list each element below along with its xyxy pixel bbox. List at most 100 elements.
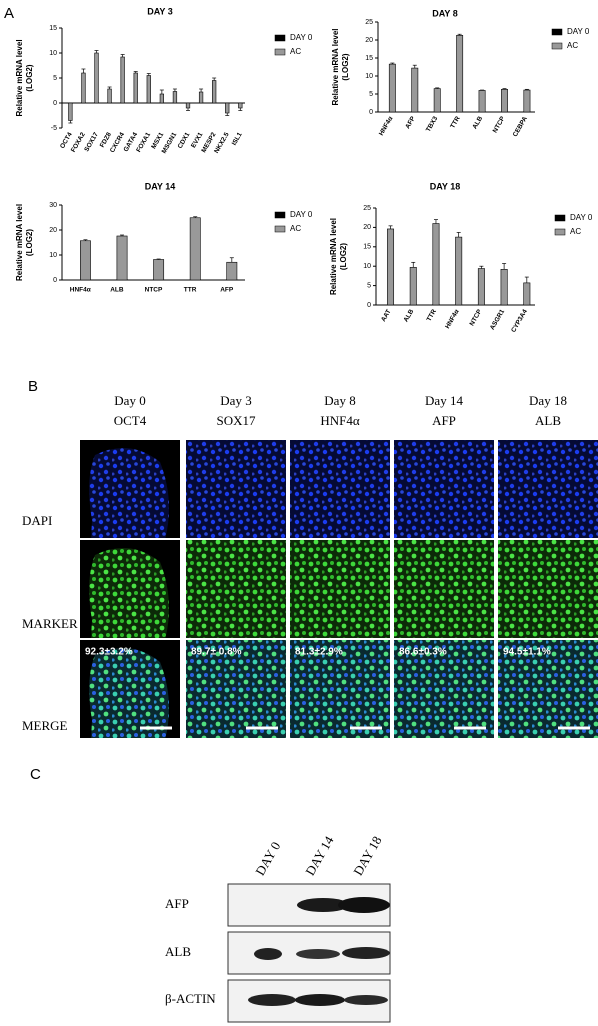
y-tick-label: 0 xyxy=(53,277,57,284)
x-tick-label: HNF4α xyxy=(378,115,395,137)
micrograph-colony xyxy=(89,447,169,538)
legend-swatch xyxy=(274,48,286,56)
row-label: MERGE xyxy=(22,718,68,733)
x-tick-label: AFP xyxy=(220,287,234,294)
y-axis-label: (LOG2) xyxy=(25,229,34,256)
blot-band xyxy=(248,994,296,1006)
y-tick-label: 10 xyxy=(363,263,371,270)
bar xyxy=(68,102,73,121)
micrograph xyxy=(498,640,598,738)
bar xyxy=(146,75,151,104)
x-tick-label: ALB xyxy=(403,308,416,323)
y-tick-label: 5 xyxy=(367,282,371,289)
bar xyxy=(500,269,508,306)
y-tick-label: 20 xyxy=(49,227,57,234)
bar xyxy=(477,268,485,306)
micrograph xyxy=(290,640,390,738)
micrograph xyxy=(290,540,390,638)
legend-swatch xyxy=(551,42,563,50)
micrograph xyxy=(89,547,169,638)
y-axis-label: Relative mRNA level xyxy=(331,28,340,105)
x-tick-label: CDX1 xyxy=(177,131,192,150)
column-day: Day 14 xyxy=(425,393,463,408)
x-tick-label: TBX3 xyxy=(425,115,440,133)
bar xyxy=(478,90,486,113)
y-tick-label: 5 xyxy=(369,91,373,98)
western-blot xyxy=(227,883,391,1023)
y-axis-label: (LOG2) xyxy=(25,64,34,91)
y-axis-label: (LOG2) xyxy=(341,53,350,80)
blot-row-label: β-ACTIN xyxy=(165,991,216,1006)
bar xyxy=(94,52,99,104)
bar xyxy=(107,88,112,104)
bar xyxy=(411,67,419,113)
y-tick-label: 20 xyxy=(365,37,373,44)
x-tick-label: ISL1 xyxy=(231,131,244,147)
micrograph xyxy=(290,440,390,538)
bar xyxy=(172,91,178,104)
legend-label: DAY 0 xyxy=(567,27,590,36)
y-tick-label: 0 xyxy=(369,109,373,116)
micrograph xyxy=(498,440,598,538)
legend-swatch xyxy=(551,28,563,36)
lane-label: DAY 14 xyxy=(302,833,337,878)
bar xyxy=(225,102,230,114)
blot-row-label: ALB xyxy=(165,944,191,959)
lane-label: DAY 0 xyxy=(252,839,283,878)
bar xyxy=(189,217,201,281)
percentage: 94.5±1.1% xyxy=(503,647,551,658)
legend-swatch xyxy=(274,225,286,233)
bar xyxy=(388,63,396,113)
legend-label: AC xyxy=(290,224,301,233)
x-tick-label: ALB xyxy=(471,115,484,130)
micrograph xyxy=(394,640,494,738)
y-tick-label: 15 xyxy=(49,25,57,32)
y-axis-label: (LOG2) xyxy=(339,243,348,270)
legend-label: DAY 0 xyxy=(290,33,313,42)
micrograph xyxy=(186,440,286,538)
bar xyxy=(456,35,464,113)
column-marker: AFP xyxy=(432,413,456,428)
x-tick-label: TTR xyxy=(426,308,439,323)
y-tick-label: 5 xyxy=(53,75,57,82)
percentage: 92.3±3.2% xyxy=(85,647,133,658)
legend-swatch xyxy=(554,228,566,236)
bar xyxy=(432,223,440,306)
column-day: Day 8 xyxy=(324,393,355,408)
x-tick-label: NTCP xyxy=(469,308,484,327)
x-tick-label: HNF4α xyxy=(70,287,91,294)
bar xyxy=(455,236,463,306)
bar xyxy=(153,259,165,281)
bar xyxy=(81,72,86,104)
blot-band xyxy=(297,898,349,912)
bar xyxy=(198,91,204,104)
x-tick-label: ASGR1 xyxy=(489,308,506,331)
y-tick-label: 25 xyxy=(363,205,371,212)
legend-label: DAY 0 xyxy=(570,213,593,222)
bar xyxy=(433,88,441,113)
y-tick-label: 0 xyxy=(53,100,57,107)
column-marker: HNF4α xyxy=(320,413,360,428)
bar xyxy=(116,235,128,281)
micrograph xyxy=(394,540,494,638)
column-marker: ALB xyxy=(535,413,561,428)
y-tick-label: 0 xyxy=(367,302,371,309)
panel-label: C xyxy=(30,766,41,783)
micrograph xyxy=(89,647,169,738)
chart-title: DAY 14 xyxy=(145,181,176,191)
micrograph xyxy=(89,447,169,538)
micrograph xyxy=(394,440,494,538)
column-marker: OCT4 xyxy=(114,413,147,428)
legend-label: AC xyxy=(570,227,581,236)
column-day: Day 0 xyxy=(114,393,145,408)
micrograph-colony xyxy=(89,547,169,638)
legend-swatch xyxy=(274,211,286,219)
bar xyxy=(226,261,238,281)
bar xyxy=(159,93,164,104)
x-tick-label: CYP3A4 xyxy=(510,308,529,334)
micrograph xyxy=(186,540,286,638)
bar xyxy=(387,228,395,306)
percentage: 81.3±2.9% xyxy=(295,647,343,658)
bar xyxy=(409,267,417,306)
y-tick-label: 30 xyxy=(49,202,57,209)
